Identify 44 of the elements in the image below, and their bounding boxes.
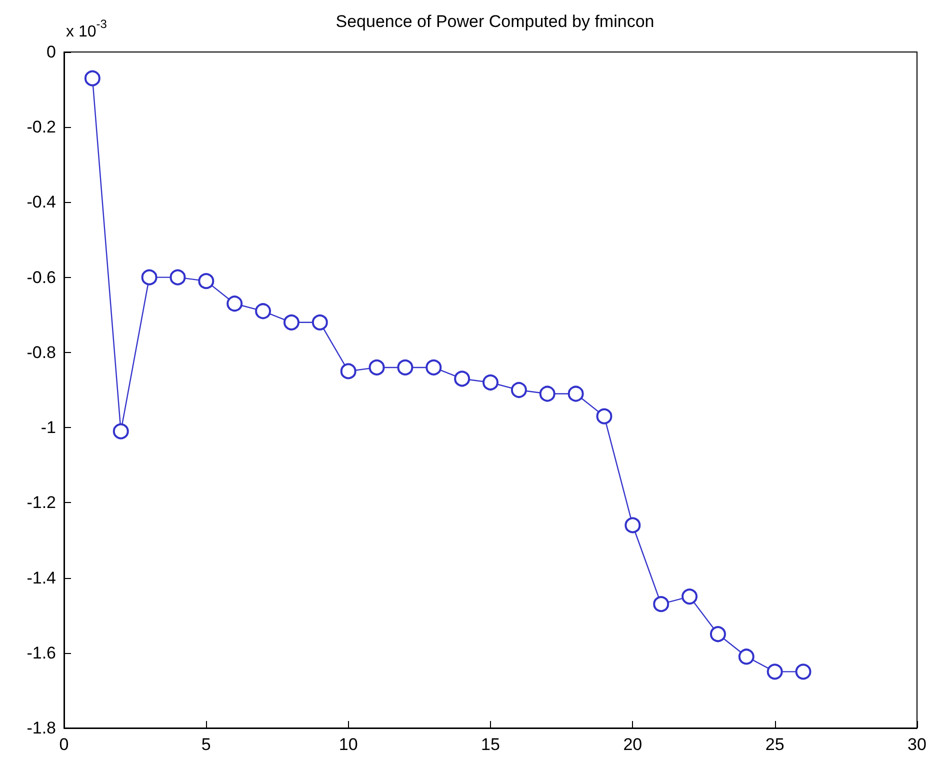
- y-tick-label: -0.8: [26, 342, 56, 362]
- y-tick-label: -0.2: [26, 118, 56, 137]
- point: [397, 359, 414, 376]
- point: [568, 386, 584, 402]
- point: [340, 363, 356, 380]
- x-tick-label: 5: [201, 735, 211, 754]
- y-tick-label: -1: [40, 418, 56, 438]
- y-tick-label: 0: [46, 42, 56, 62]
- point: [738, 648, 754, 665]
- y-tick-label: -1.2: [26, 493, 56, 512]
- x-tick-label: 20: [623, 735, 642, 754]
- y-tick-label: -1.4: [26, 568, 56, 588]
- point: [766, 664, 783, 680]
- point: [426, 359, 442, 376]
- point: [454, 370, 470, 387]
- y-tick-label: -0.6: [26, 268, 56, 287]
- point: [510, 382, 527, 398]
- point: [198, 273, 214, 290]
- point: [596, 408, 612, 424]
- point: [368, 359, 385, 376]
- point: [226, 296, 243, 312]
- point: [710, 626, 726, 642]
- x-tick-label: 15: [481, 735, 500, 754]
- point: [653, 596, 670, 612]
- x-tick-label: 30: [908, 735, 926, 754]
- point: [255, 303, 272, 320]
- y-tick-label: -1.8: [26, 718, 56, 738]
- point: [482, 374, 498, 390]
- point: [682, 588, 698, 605]
- point: [312, 314, 328, 330]
- point: [283, 314, 300, 330]
- x-tick-label: 25: [765, 735, 784, 754]
- point: [84, 70, 100, 86]
- chart-title: Sequence of Power Computed by fmincon: [336, 12, 654, 31]
- x-tick-label: 0: [59, 735, 69, 754]
- point: [624, 517, 641, 534]
- point: [539, 386, 556, 402]
- y-tick-label: -0.4: [26, 192, 56, 212]
- point: [170, 269, 186, 286]
- x-tick-label: 10: [338, 735, 358, 754]
- point: [141, 269, 158, 286]
- point: [795, 664, 812, 680]
- point: [112, 423, 129, 440]
- y-tick-label: -1.6: [26, 643, 56, 662]
